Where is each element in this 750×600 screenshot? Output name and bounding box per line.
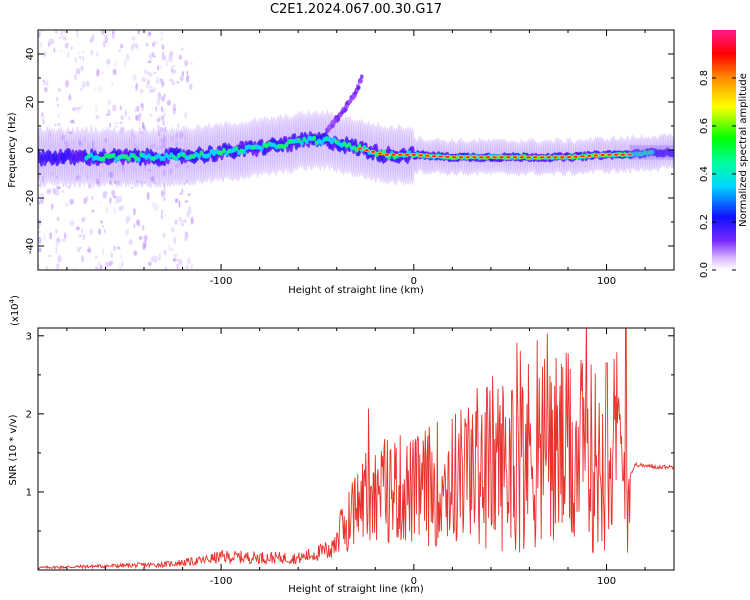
snr-scale-label: (x104) <box>8 295 21 326</box>
snr-series-line <box>38 328 674 570</box>
spectrogram-xtick-label: 0 <box>411 276 417 287</box>
snr-xlabel: Height of straight line (km) <box>288 584 424 595</box>
snr-ytick-label: 1 <box>26 487 32 498</box>
spectrogram-xtick-label: 100 <box>597 276 616 287</box>
snr-ylabel: SNR (10 * v/v) <box>8 414 19 485</box>
spectrogram-ytick-label: -20 <box>25 190 36 206</box>
spectrogram-xtick-label: -100 <box>210 276 233 287</box>
snr-ytick-label: 2 <box>26 409 32 420</box>
snr-scale-base: (x10 <box>10 303 21 326</box>
spectrogram-heatmap <box>38 30 674 270</box>
spectrogram-ytick-label: 40 <box>25 48 36 61</box>
spectrogram-axis-ticks: -100 0 100 -40 -20 0 20 40 <box>25 29 674 287</box>
snr-xtick-label: 0 <box>411 576 417 587</box>
figure-title: C2E1.2024.067.00.30.G17 <box>270 2 442 17</box>
colorbar-tick-label: 0.6 <box>699 118 710 134</box>
colorbar: 0.0 0.2 0.4 0.6 0.8 Normalized spectral ampl… <box>699 30 749 278</box>
spectrogram-ylabel: Frequency (Hz) <box>7 112 18 188</box>
colorbar-label: Normalized spectral amplitude <box>738 73 749 227</box>
spectrogram-xlabel: Height of straight line (km) <box>288 285 424 296</box>
spectrogram-ytick-label: 20 <box>25 96 36 109</box>
spectrogram-ytick-label: -40 <box>25 238 36 254</box>
snr-scale-exponent: 4 <box>8 298 16 303</box>
spectrogram-ytick-label: 0 <box>25 147 36 153</box>
snr-frame <box>37 327 675 571</box>
snr-panel: -100 0 100 1 2 3 Height of straight line (km)… <box>8 295 675 595</box>
snr-scale-close: ) <box>10 295 21 299</box>
colorbar-tick-label: 0.2 <box>699 214 710 230</box>
spectrogram-panel: -100 0 100 -40 -20 0 20 40 Height of straight l… <box>7 29 675 296</box>
snr-ytick-label: 3 <box>26 331 32 342</box>
snr-xtick-label: 100 <box>597 576 616 587</box>
snr-axis-ticks: -100 0 100 1 2 3 <box>26 328 674 587</box>
colorbar-tick-label: 0.4 <box>699 166 710 182</box>
colorbar-tick-label: 0.8 <box>699 70 710 86</box>
snr-xtick-label: -100 <box>210 576 233 587</box>
colorbar-ticks: 0.0 0.2 0.4 0.6 0.8 <box>699 70 736 278</box>
colorbar-tick-label: 0.0 <box>699 262 710 278</box>
colorbar-gradient <box>712 30 736 270</box>
